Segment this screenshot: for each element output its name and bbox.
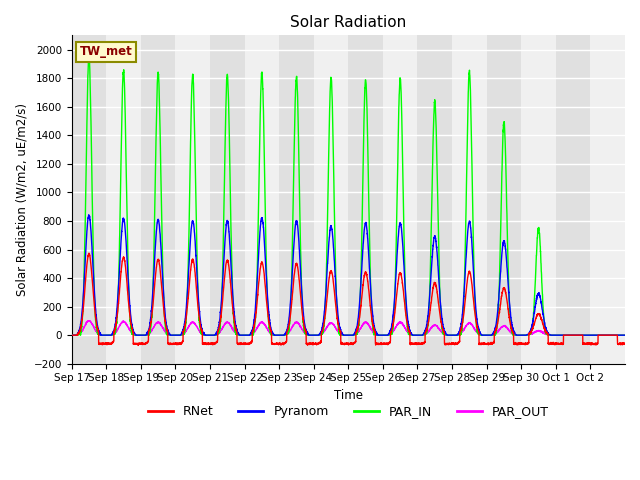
Bar (244, 36, 279, 364)
Bar (348, 36, 383, 364)
Bar (521, 36, 556, 364)
Bar (383, 36, 417, 364)
Bar (210, 36, 244, 364)
Bar (314, 36, 348, 364)
Legend: RNet, Pyranom, PAR_IN, PAR_OUT: RNet, Pyranom, PAR_IN, PAR_OUT (143, 400, 554, 423)
Bar (279, 36, 314, 364)
Y-axis label: Solar Radiation (W/m2, uE/m2/s): Solar Radiation (W/m2, uE/m2/s) (15, 103, 28, 296)
Text: TW_met: TW_met (80, 45, 132, 58)
Bar (72, 36, 106, 364)
Bar (175, 36, 210, 364)
Bar (486, 36, 521, 364)
Bar (106, 36, 141, 364)
Bar (556, 36, 591, 364)
Bar (141, 36, 175, 364)
X-axis label: Time: Time (334, 389, 363, 402)
Bar (591, 36, 625, 364)
Bar (452, 36, 486, 364)
Bar (417, 36, 452, 364)
Title: Solar Radiation: Solar Radiation (290, 15, 406, 30)
